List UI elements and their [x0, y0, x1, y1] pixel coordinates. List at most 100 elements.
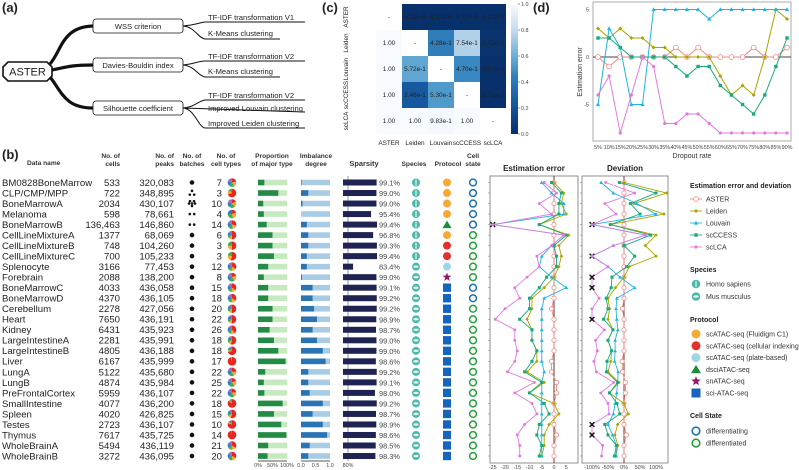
imbalance-bar-bg: [301, 263, 330, 270]
marker-scccess: [530, 359, 534, 363]
marker-louvain: [539, 180, 544, 184]
marker-louvain: [616, 369, 621, 374]
cell-state-ring: [468, 346, 478, 355]
pie-slice: [228, 304, 232, 309]
marker-aster: [695, 44, 701, 51]
cell-type-count: 26: [211, 325, 222, 336]
cell-type-count: 22: [211, 315, 222, 326]
pie-slice: [227, 346, 237, 356]
marker-sclca: [763, 131, 767, 135]
legend-item-protocol: snATAC-seq: [706, 379, 745, 386]
marker-leiden: [547, 422, 551, 427]
pie-slice: [227, 199, 232, 204]
marker-sclca: [696, 112, 700, 116]
peak-count: 426,825: [139, 409, 174, 420]
pie-slice: [228, 413, 232, 419]
heatmap-cell: [454, 82, 480, 108]
protocol-circle-icon: [443, 199, 451, 208]
dataset-name: Forebrain: [2, 273, 43, 284]
marker-sclca: [640, 55, 645, 59]
cell-type-count: 3: [217, 241, 222, 252]
pie-slice: [227, 264, 232, 269]
batch-dot: [189, 411, 195, 417]
legend-item-scccess: scCCESS: [706, 233, 737, 240]
table-row: BM0828BoneMarrow 533 320,083 7 99.1%: [2, 178, 478, 189]
heatmap-cell: [454, 108, 480, 134]
sparsity-value: 99.0%: [379, 273, 400, 282]
marker-sclca: [652, 64, 656, 69]
marker-leiden: [613, 285, 618, 290]
step-connector: [182, 99, 306, 129]
batch-dot: [189, 380, 195, 385]
cell-type-count: 18: [211, 336, 222, 347]
marker-scccess: [625, 265, 629, 269]
pie-slice: [230, 409, 237, 419]
marker-louvain: [740, 7, 745, 12]
batch-dot: [189, 180, 195, 185]
pie-slice: [227, 275, 232, 281]
sparsity-bar: [343, 263, 354, 270]
sparsity-bar: [343, 200, 377, 207]
heatmap-col-label: scLCA: [484, 140, 504, 147]
marker-sclca: [523, 423, 527, 426]
sparsity-value: 99.3%: [379, 242, 400, 251]
marker-sclca: [518, 296, 522, 300]
protocol-square-icon: [443, 315, 451, 324]
header-cells: cells: [105, 161, 120, 168]
marker-scccess: [603, 422, 607, 426]
series-scccess: [518, 180, 568, 458]
header-prop: of major type: [251, 161, 293, 168]
marker-scccess: [763, 93, 767, 97]
heatmap-cell-label: -: [466, 92, 468, 99]
marker-scccess: [614, 443, 618, 448]
cell-type-count: 25: [211, 378, 222, 389]
cell-type-pie: [227, 188, 237, 198]
cell-type-pie: [227, 388, 237, 398]
marker-scccess: [654, 191, 658, 195]
colorbar-tick: 0.8: [521, 28, 529, 34]
pie-slice: [228, 346, 232, 351]
pie-slice: [228, 420, 232, 425]
peak-count: 436,119: [140, 441, 174, 452]
batch-dot: [190, 202, 194, 205]
marker-aster: [621, 222, 627, 228]
peak-count: 146,860: [139, 220, 174, 231]
imbalance-bar: [301, 432, 328, 438]
heatmap-cell-label: 5.30e-1: [430, 92, 452, 99]
dataset-name: CellLineMixtureB: [2, 241, 75, 252]
major-type-bar-bg: [258, 326, 287, 333]
sparsity-value: 99.1%: [379, 378, 400, 387]
marker-scccess: [694, 233, 698, 237]
peak-count: 435,680: [139, 367, 174, 378]
sparsity-value: 99.0%: [379, 347, 400, 356]
marker-leiden: [562, 191, 566, 195]
imbalance-bar: [301, 453, 309, 459]
cell-type-count: 8: [217, 273, 222, 284]
marker-aster: [606, 63, 612, 70]
marker-aster: [551, 453, 557, 459]
header-peaks: No. of: [155, 153, 174, 160]
heatmap-cell-label: 1.00: [383, 92, 396, 99]
marker-leiden: [651, 45, 656, 50]
series-line: [597, 9, 788, 105]
mouse-icon: [412, 399, 420, 408]
marker-leiden: [622, 401, 626, 406]
cell-count: 3272: [99, 451, 120, 462]
x-tick-label: 85%: [771, 145, 782, 151]
marker-leiden: [525, 317, 529, 322]
x-tick-label: 0%: [620, 465, 628, 470]
cell-state-ring: [468, 230, 478, 240]
imbalance-bar: [301, 379, 309, 386]
series-sclca: [596, 55, 789, 135]
x-tick-label: 5%: [594, 145, 602, 151]
marker-aster: [551, 411, 557, 417]
human-icon: [412, 220, 420, 229]
marker-sclca: [535, 412, 539, 416]
pie-slice: [230, 399, 232, 404]
cell-count: 598: [104, 209, 120, 220]
header-imb: Imbalance: [300, 153, 333, 160]
marker-louvain: [629, 102, 634, 107]
marker-leiden: [564, 212, 569, 216]
panel-a-mindmap: (a) ASTER WSS criterion Davies-Bouldin i…: [2, 0, 306, 129]
